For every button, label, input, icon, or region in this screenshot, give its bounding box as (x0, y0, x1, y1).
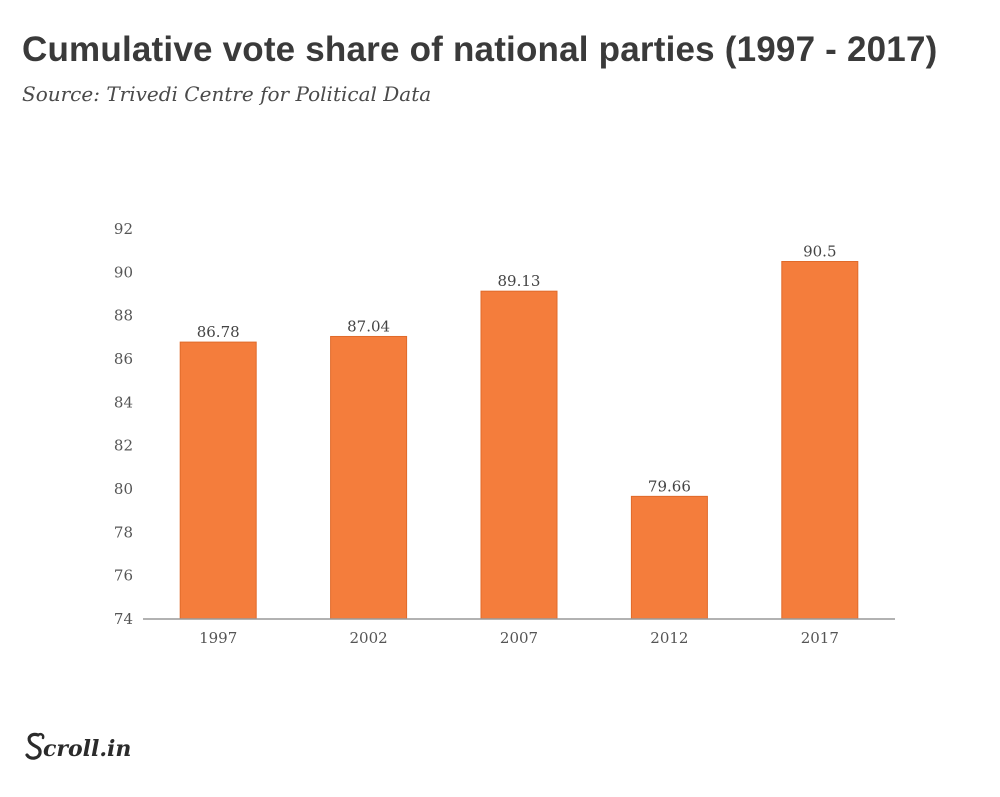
y-tick-label: 82 (114, 437, 133, 455)
bar-2017 (781, 261, 859, 620)
data-label: 90.5 (803, 243, 836, 261)
y-tick-label: 74 (114, 610, 133, 628)
scroll-logo: croll.in (24, 729, 154, 769)
x-tick-label: 1997 (199, 629, 237, 647)
x-tick-label: 2002 (350, 629, 388, 647)
data-label: 89.13 (498, 272, 541, 290)
y-tick-label: 76 (114, 567, 133, 585)
y-tick-label: 78 (114, 523, 133, 541)
data-label: 86.78 (197, 323, 240, 341)
bar-2007 (480, 290, 558, 620)
y-tick-label: 86 (114, 350, 133, 368)
y-tick-label: 92 (114, 220, 133, 238)
scroll-logo-mark: croll.in (25, 732, 131, 762)
x-tick-label: 2007 (500, 629, 538, 647)
svg-text:croll.in: croll.in (43, 736, 131, 762)
data-label: 79.66 (648, 477, 691, 495)
chart-source: Source: Trivedi Centre for Political Dat… (22, 82, 432, 106)
y-tick-label: 88 (114, 307, 133, 325)
chart-title: Cumulative vote share of national partie… (22, 30, 938, 69)
y-tick-label: 80 (114, 480, 133, 498)
y-tick-label: 84 (114, 393, 133, 411)
data-label: 87.04 (347, 317, 390, 335)
bar-1997 (179, 341, 257, 620)
bar-2002 (330, 335, 408, 620)
y-tick-label: 90 (114, 263, 133, 281)
x-tick-label: 2012 (650, 629, 688, 647)
bar-2012 (630, 495, 708, 620)
x-tick-label: 2017 (801, 629, 839, 647)
